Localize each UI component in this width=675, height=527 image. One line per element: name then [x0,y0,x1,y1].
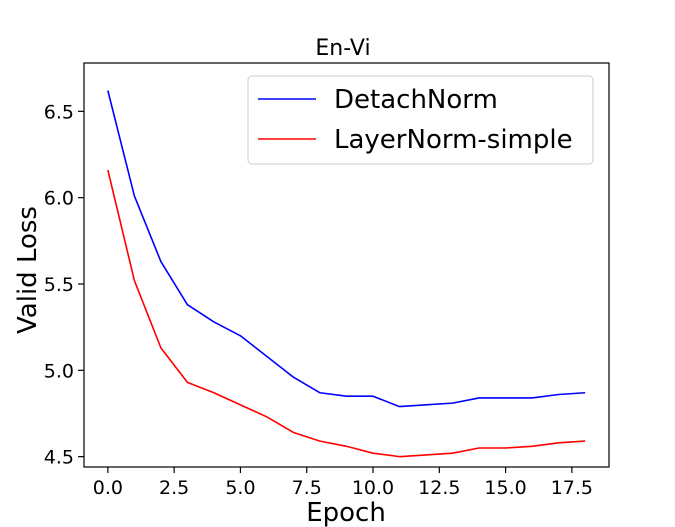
x-tick-label: 17.5 [551,477,593,499]
y-tick-label: 5.5 [44,274,74,296]
x-tick-label: 15.0 [484,477,526,499]
y-tick-label: 6.5 [44,101,74,123]
series-lines [107,90,586,458]
x-tick-label: 12.5 [418,477,460,499]
x-axis-label: Epoch [306,498,386,527]
legend-label-layernorm-simple: LayerNorm-simple [334,125,573,155]
x-axis: 0.0 2.5 5.0 7.5 10.0 12.5 15.0 17.5 [93,467,593,499]
x-tick-label: 2.5 [159,477,189,499]
x-tick-label: 0.0 [93,477,123,499]
y-tick-label: 5.0 [44,360,74,382]
series-line-detachnorm [107,90,586,408]
y-tick-label: 6.0 [44,188,74,210]
legend: DetachNorm LayerNorm-simple [247,75,594,165]
x-tick-label: 7.5 [292,477,322,499]
legend-box [247,75,594,165]
x-tick-label: 5.0 [225,477,255,499]
legend-label-detachnorm: DetachNorm [334,85,498,115]
y-tick-label: 4.5 [44,447,74,469]
chart-title: En-Vi [315,36,370,61]
y-axis-label: Valid Loss [13,206,43,334]
series-line-layernorm-simple [107,169,586,458]
y-axis: 4.5 5.0 5.5 6.0 6.5 [44,101,84,469]
x-tick-label: 10.0 [352,477,394,499]
